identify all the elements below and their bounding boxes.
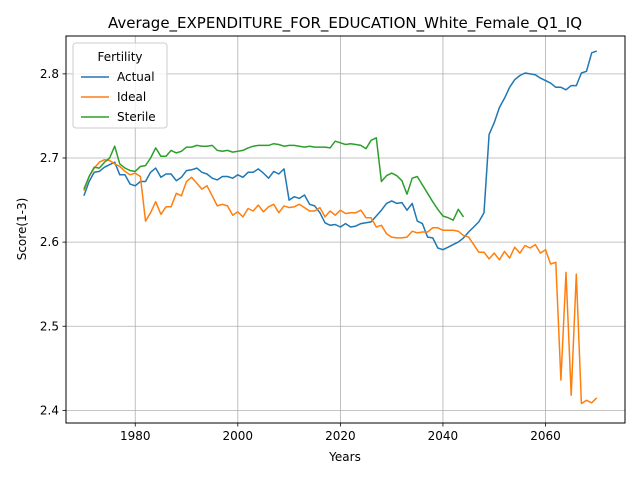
- y-tick-label: 2.6: [40, 235, 59, 249]
- plot-frame: [65, 35, 626, 424]
- x-axis-label: Years: [328, 450, 361, 464]
- x-tick-label: 2000: [223, 429, 254, 443]
- chart-title: Average_EXPENDITURE_FOR_EDUCATION_White_…: [108, 14, 582, 33]
- y-tick-label: 2.7: [40, 151, 59, 165]
- legend-label-actual: Actual: [117, 70, 155, 84]
- legend: Fertility Actual Ideal Sterile: [72, 42, 168, 129]
- axes: 1980 2000 2020 2040 2060 2.4 2.5 2.6 2.7 2.8: [40, 67, 561, 443]
- x-tick-label: 2060: [530, 429, 561, 443]
- y-tick-label: 2.5: [40, 319, 59, 333]
- legend-title: Fertility: [97, 50, 142, 64]
- legend-label-sterile: Sterile: [117, 110, 156, 124]
- y-tick-label: 2.8: [40, 67, 59, 81]
- series-lines: [83, 50, 598, 405]
- legend-box: [72, 42, 168, 129]
- legend-label-ideal: Ideal: [117, 90, 146, 104]
- series-line-ideal: [83, 158, 598, 405]
- y-tick-label: 2.4: [40, 403, 59, 417]
- series-line-actual: [83, 50, 598, 251]
- x-tick-label: 1980: [120, 429, 151, 443]
- x-tick-label: 2040: [428, 429, 459, 443]
- series-line-sterile: [83, 137, 465, 221]
- y-axis-label: Score(1-3): [15, 198, 29, 261]
- x-tick-label: 2020: [325, 429, 356, 443]
